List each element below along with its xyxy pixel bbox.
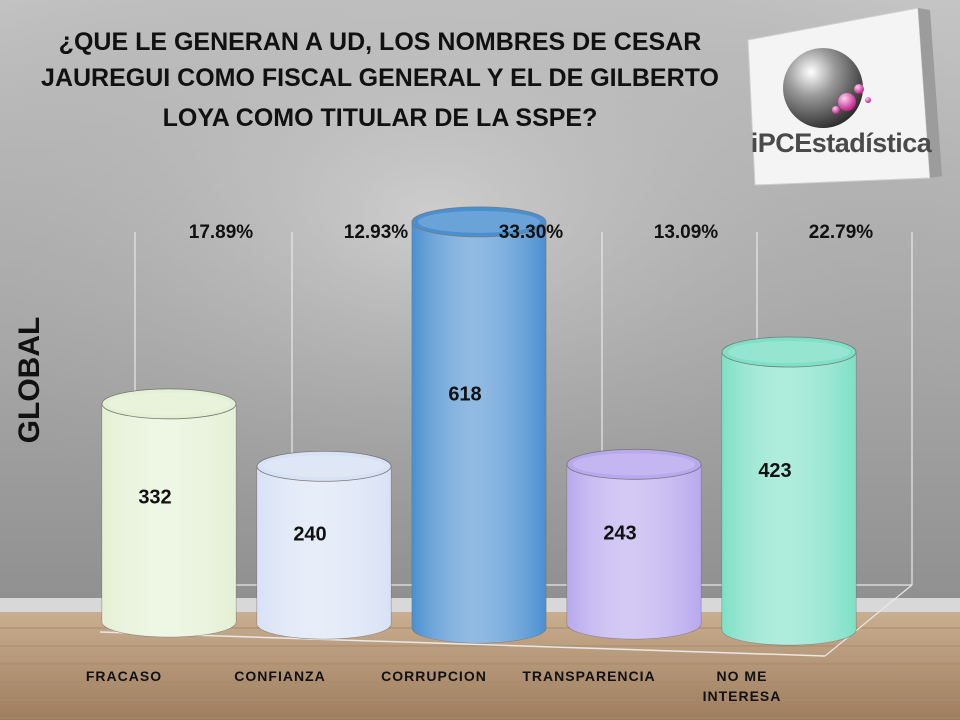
pink-dot-icon: [838, 93, 856, 111]
chart-title-line-1: ¿QUE LE GENERAN A UD, LOS NOMBRES DE CES…: [58, 28, 702, 56]
chart-labels: 332 17.89% FRACASO 240 12.93% CONFIANZA 618 33.…: [86, 222, 873, 704]
bar-top: [411, 206, 547, 238]
bar-corrupcion: [411, 206, 547, 644]
bar-value-label: 332: [138, 486, 171, 508]
bar-top: [101, 388, 237, 420]
bar-top-sheen: [418, 210, 540, 233]
bar-top-sheen: [573, 453, 695, 476]
floor-front-line: [99, 631, 826, 657]
bar-highlight: [257, 466, 391, 639]
bar-no-me-interesa: [721, 336, 857, 646]
chart-title-line-3: LOYA COMO TITULAR DE LA SSPE?: [162, 104, 598, 132]
bar-highlight: [102, 403, 236, 637]
bar-series: [101, 206, 857, 646]
floor-side-line: [824, 584, 913, 657]
category-label: CORRUPCION: [381, 668, 487, 684]
category-label: FRACASO: [86, 668, 162, 684]
bar-value-label: 243: [603, 522, 636, 544]
percent-label: 12.93%: [344, 222, 409, 243]
bar-transparencia: [566, 448, 702, 640]
bar-value-label: 618: [448, 383, 481, 405]
bar-value-label: 423: [758, 460, 791, 482]
bar-fracaso: [101, 388, 237, 638]
percent-label: 33.30%: [499, 222, 564, 243]
bar-top-sheen: [108, 392, 230, 415]
bar-highlight: [412, 221, 546, 643]
percent-label: 13.09%: [654, 222, 719, 243]
pink-dot-icon: [865, 97, 871, 103]
bar-highlight: [722, 352, 856, 645]
pink-dot-icon: [832, 106, 840, 114]
percent-label: 22.79%: [809, 222, 874, 243]
bar-value-label: 240: [293, 524, 326, 546]
bar-top: [256, 450, 392, 482]
bar-confianza: [256, 450, 392, 640]
category-label: NO ME: [717, 668, 768, 684]
bar-highlight: [567, 464, 701, 639]
bar-top: [566, 448, 702, 480]
category-label: TRANSPARENCIA: [522, 668, 655, 684]
logo-card: [747, 7, 942, 186]
bar-top: [721, 336, 857, 368]
y-axis-label: GLOBAL: [13, 316, 46, 444]
category-label: CONFIANZA: [234, 668, 325, 684]
sphere-logo-icon: [783, 48, 863, 128]
logo-text: iPCEstadística: [750, 128, 932, 158]
category-label: INTERESA: [703, 688, 782, 704]
bar-top-sheen: [728, 341, 850, 364]
pink-dot-icon: [854, 84, 864, 94]
bar-top-sheen: [263, 455, 385, 478]
percent-label: 17.89%: [189, 222, 254, 243]
chart-title-line-2: JAUREGUI COMO FISCAL GENERAL Y EL DE GIL…: [41, 64, 719, 92]
